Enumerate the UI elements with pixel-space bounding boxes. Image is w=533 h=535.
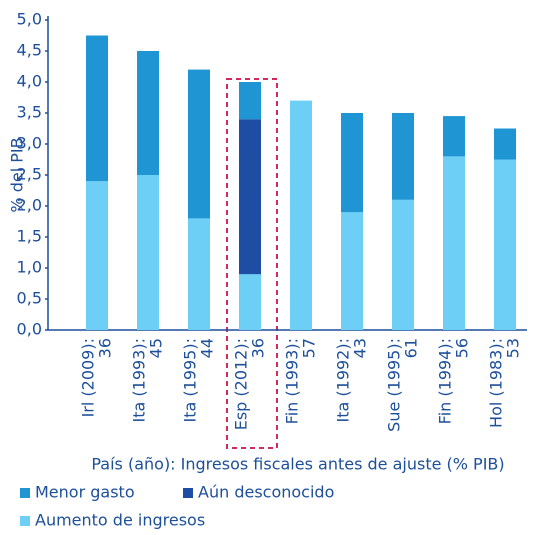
y-tick-label: 3,0 (17, 134, 42, 153)
bar-segment (290, 100, 312, 330)
x-tick-label: Sue (1995): (385, 338, 404, 432)
bar-segment (137, 175, 159, 330)
y-tick-label: 0,5 (17, 289, 42, 308)
y-axis-title: % del PIB (8, 137, 27, 212)
bar-segment (188, 69, 210, 219)
x-tick-label: 36 (249, 338, 268, 358)
legend-swatch (183, 488, 193, 498)
x-tick-label: Hol (1983): (487, 338, 506, 428)
legend-label: Aumento de ingresos (35, 511, 205, 530)
x-tick-label: Esp (2012): (232, 338, 251, 430)
x-tick-label: Ita (1993): (130, 338, 149, 422)
bar-segment (86, 35, 108, 182)
y-tick-label: 4,5 (17, 41, 42, 60)
bar-segment (239, 119, 261, 275)
y-tick-label: 3,5 (17, 103, 42, 122)
x-tick-label: 53 (504, 338, 523, 358)
x-tick-label: 36 (96, 338, 115, 358)
x-tick-label: Ita (1992): (334, 338, 353, 422)
bar-segment (443, 116, 465, 157)
bar-segment (341, 212, 363, 330)
bar-segment (239, 274, 261, 330)
y-tick-label: 2,0 (17, 196, 42, 215)
bar-segment (443, 156, 465, 330)
y-tick-label: 2,5 (17, 165, 42, 184)
y-tick-label: 4,0 (17, 72, 42, 91)
x-tick-label: Irl (2009): (79, 338, 98, 417)
legend-swatch (20, 516, 30, 526)
y-tick-label: 1,0 (17, 258, 42, 277)
x-axis-title: País (año): Ingresos fiscales antes de a… (91, 455, 504, 474)
x-tick-label: Fin (1993): (283, 338, 302, 424)
highlight-box (226, 78, 278, 449)
x-tick-label: 57 (300, 338, 319, 358)
bar-segment (341, 113, 363, 213)
x-tick-label: 56 (453, 338, 472, 358)
legend-swatch (20, 488, 30, 498)
x-tick-label: Ita (1995): (181, 338, 200, 422)
x-tick-label: 44 (198, 338, 217, 358)
x-tick-label: 45 (147, 338, 166, 358)
x-tick-label: 61 (402, 338, 421, 358)
bar-segment (494, 159, 516, 330)
y-tick-label: 5,0 (17, 10, 42, 29)
bar-segment (392, 199, 414, 330)
x-tick-label: 43 (351, 338, 370, 358)
bar-segment (494, 128, 516, 160)
bar-segment (239, 82, 261, 120)
legend-label: Aún desconocido (198, 483, 334, 502)
x-tick-label: Fin (1994): (436, 338, 455, 424)
y-tick-label: 1,5 (17, 227, 42, 246)
bar-segment (392, 113, 414, 200)
bar-segment (137, 51, 159, 175)
legend-label: Menor gasto (35, 483, 135, 502)
bar-segment (86, 181, 108, 330)
y-tick-label: 0,0 (17, 320, 42, 339)
bar-segment (188, 218, 210, 330)
